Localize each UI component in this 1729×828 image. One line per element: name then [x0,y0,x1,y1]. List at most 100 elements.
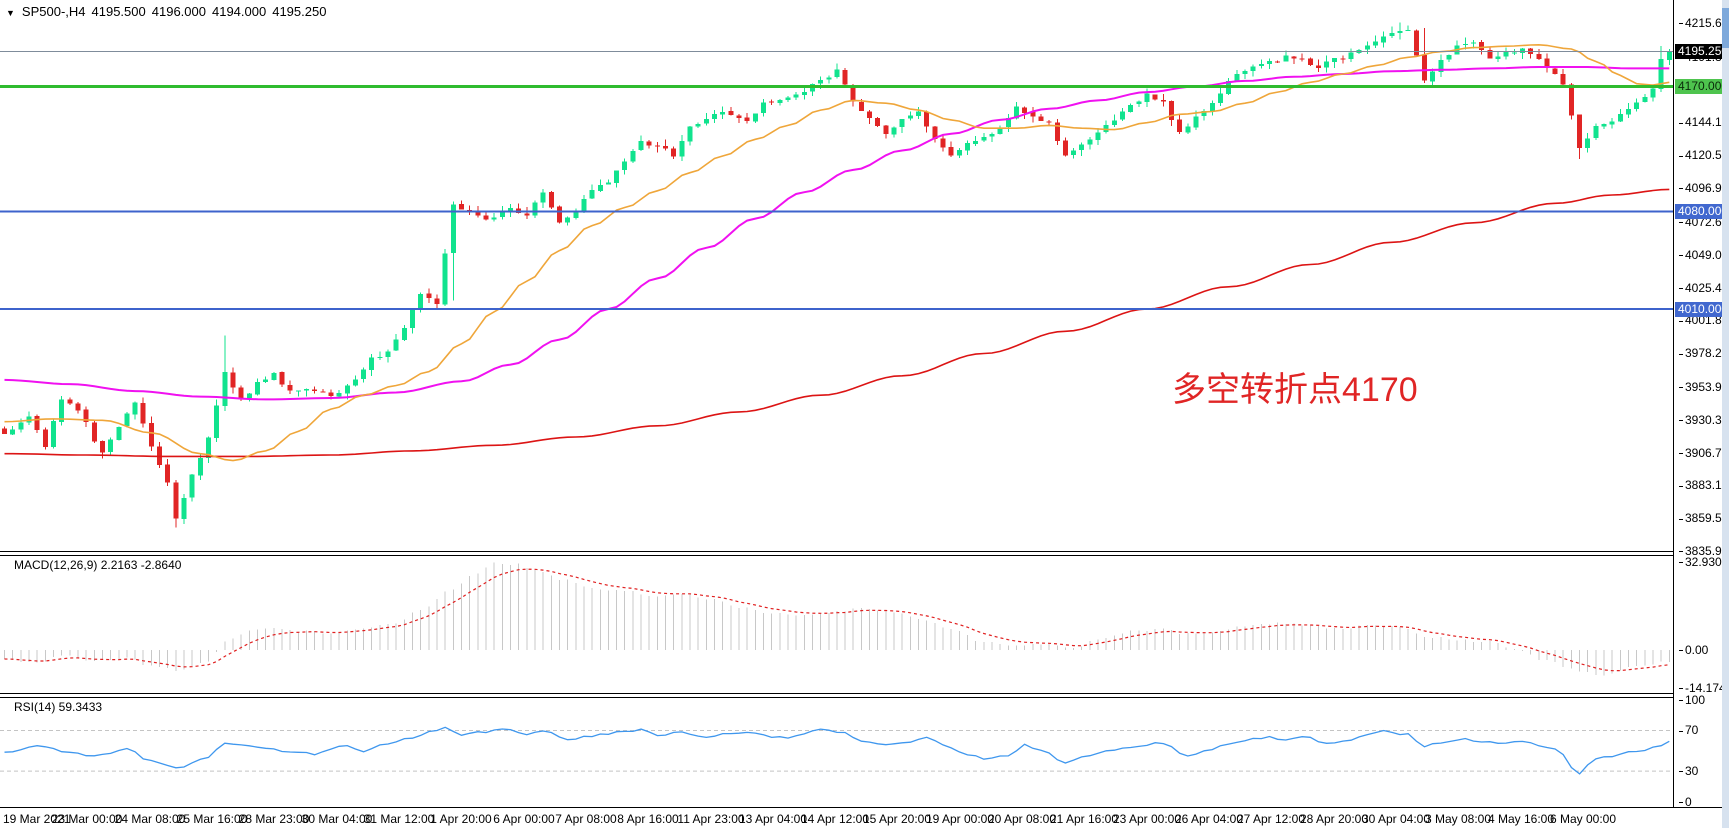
candle-body [605,182,611,185]
green-level-line-4170[interactable] [0,85,1673,88]
candle-body [108,439,114,452]
candle-body [352,379,358,386]
panel-separator[interactable] [0,551,1673,556]
candle-body [1038,116,1044,121]
candle-body [369,357,375,370]
time-axis-label: 24 Mar 08:00 [114,812,186,826]
candle-body [1071,150,1077,155]
candle-body [1169,100,1174,120]
candle-body [907,115,913,119]
candle-body [1030,112,1036,117]
price-chart-panel[interactable] [0,0,1673,551]
candle-body [712,113,717,119]
candle-body [1462,43,1468,46]
tick-mark [1679,122,1683,124]
candle-body [581,198,587,212]
time-axis-label: 19 Apr 00:00 [925,812,995,826]
candle-body [1152,94,1158,100]
candle-body [148,422,154,447]
candle-body [1095,132,1101,140]
candle-body [1609,121,1615,125]
candle-body [842,69,848,85]
candle-body [1120,111,1126,120]
candle-body [295,390,301,392]
candle-body [328,392,334,397]
candle-body [450,204,456,254]
candle-body [622,161,628,171]
tick-mark [1679,23,1683,25]
candle-body [875,118,881,127]
candle-body [499,210,505,218]
axis-tick-label: 4001.835 [1674,313,1729,327]
candle-body [1299,58,1305,60]
candle-body [1267,60,1272,64]
candle-body [614,170,620,183]
candle-body [34,415,40,431]
tick-mark [1679,730,1683,732]
candle-body [287,384,293,391]
candle-body [124,413,130,427]
time-axis-label: 6 May 00:00 [1549,812,1617,826]
candle-body [51,421,56,448]
candle-body [173,482,179,519]
candle-body [418,293,424,309]
axis-tick-label: 0 [1674,795,1692,809]
candle-body [1650,88,1656,98]
candle-body [646,141,652,146]
axis-tick-label: 3953.930 [1674,380,1729,394]
candle-body [524,213,530,216]
candle-body [1601,124,1607,127]
candle-body [916,111,921,116]
blue-level-line-4010[interactable] [0,308,1673,310]
candle-body [1405,30,1411,31]
candle-body [1234,74,1240,82]
candle-body [336,392,342,397]
candle-body [475,211,481,216]
macd-panel[interactable] [0,556,1673,693]
candle-body [246,393,252,398]
axis-tick-label: 3835.955 [1674,544,1729,558]
candle-body [1585,138,1591,148]
candle-body [361,369,367,380]
candle-body [638,141,644,151]
candle-body [981,137,987,141]
tick-mark [1679,320,1683,322]
price-badge: 4170.000 [1675,79,1728,94]
candle-body [304,388,309,391]
candle-body [1626,108,1631,115]
candle-body [1128,104,1134,112]
blue-level-line-4080[interactable] [0,210,1673,213]
candle-body [140,403,146,424]
axis-tick-label: -14.1747 [1674,681,1729,695]
current-price-line[interactable] [0,50,1673,52]
candle-body [18,422,24,430]
tick-mark [1679,452,1683,454]
candle-body [1275,61,1281,63]
candle-body [532,202,538,216]
tick-mark [1679,485,1683,487]
candle-body [703,118,709,124]
axis-tick-label: 100 [1674,693,1705,707]
candle-body [891,127,897,135]
candle-body [858,102,864,111]
price-axis[interactable]: 4215.6204191.3104167.7154144.1204120.525… [1673,0,1729,809]
candle-body [801,91,807,95]
open-value: 4195.500 [91,4,146,19]
candle-body [597,185,603,191]
symbol-dropdown-icon[interactable]: ▼ [6,8,15,18]
panel-separator[interactable] [0,693,1673,698]
time-axis-label: 30 Mar 04:00 [301,812,373,826]
candle-body [1258,64,1264,66]
candle-body [165,464,171,483]
time-axis[interactable]: 19 Mar 2021 23 Mar 00:00 24 Mar 08:00 25 Ma… [0,807,1722,828]
candle-body [385,351,391,357]
scrollbar-thumb[interactable] [1722,8,1729,48]
candle-body [116,426,122,440]
axis-tick-label: 32.9309 [1674,555,1728,569]
candle-body [899,119,905,127]
vertical-scrollbar-track[interactable] [1722,0,1729,828]
time-axis-label: 27 Apr 12:00 [1236,812,1306,826]
rsi-panel[interactable] [0,698,1673,807]
candle-body [687,126,693,142]
axis-tick-label: 4025.430 [1674,281,1729,295]
